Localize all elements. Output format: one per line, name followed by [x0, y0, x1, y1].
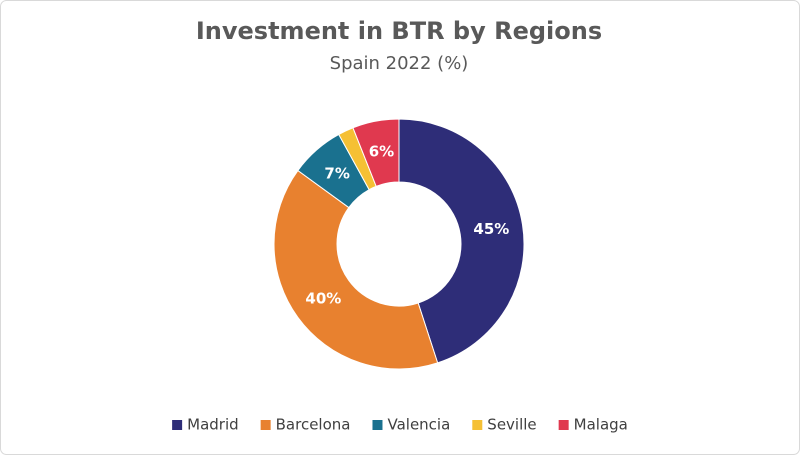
- legend-label: Valencia: [387, 416, 450, 434]
- chart-title: Investment in BTR by Regions: [196, 17, 602, 45]
- legend: Madrid Barcelona Valencia Seville Malaga: [172, 416, 628, 434]
- data-label: 6%: [369, 143, 394, 161]
- legend-label: Seville: [487, 416, 536, 434]
- data-label: 40%: [305, 289, 341, 307]
- legend-label: Madrid: [187, 416, 239, 434]
- data-label: 7%: [324, 164, 349, 182]
- legend-swatch: [558, 420, 569, 430]
- legend-swatch: [172, 420, 183, 430]
- donut-slice: [273, 169, 439, 370]
- legend-swatch: [260, 420, 271, 430]
- data-label: 45%: [473, 220, 509, 238]
- legend-swatch: [472, 420, 483, 430]
- donut-slice: [352, 118, 400, 188]
- legend-swatch: [372, 420, 383, 430]
- donut-slice: [398, 118, 525, 364]
- legend-label: Malaga: [574, 416, 628, 434]
- chart-subtitle: Spain 2022 (%): [330, 53, 469, 74]
- legend-label: Barcelona: [276, 416, 351, 434]
